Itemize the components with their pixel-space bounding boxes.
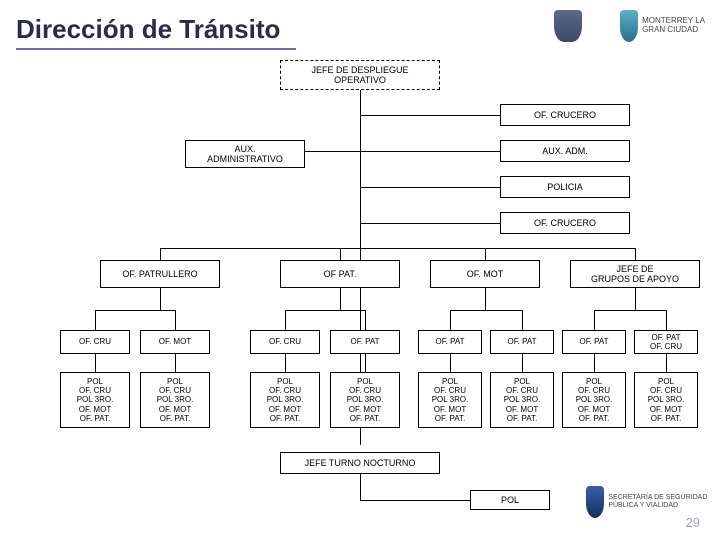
connector-line xyxy=(360,187,500,188)
connector-line xyxy=(340,288,341,310)
logo-seguridad-publica: SECRETARÍA DE SEGURIDAD PÚBLICA Y VIALID… xyxy=(586,486,720,518)
org-node-r1c7: OF. PAT xyxy=(562,330,626,354)
connector-line xyxy=(450,310,522,311)
mountain-icon xyxy=(620,10,638,42)
logo-monterrey: MONTERREY LA GRAN CIUDAD xyxy=(620,10,720,42)
connector-line xyxy=(160,248,635,249)
connector-line xyxy=(285,354,286,372)
org-node-r1c6: OF. PAT xyxy=(490,330,554,354)
connector-line xyxy=(360,115,500,116)
connector-line xyxy=(635,248,636,260)
connector-line xyxy=(666,354,667,372)
org-node-aux-admin: AUX. ADMINISTRATIVO xyxy=(185,140,305,168)
org-node-of-crucero-2: OF. CRUCERO xyxy=(500,212,630,234)
connector-line xyxy=(285,310,286,330)
connector-line xyxy=(522,354,523,372)
connector-line xyxy=(594,310,666,311)
org-node-policia: POLICIA xyxy=(500,176,630,198)
org-node-aux-adm: AUX. ADM. xyxy=(500,140,630,162)
org-node-jefe-despliegue: JEFE DE DESPLIEGUE OPERATIVO xyxy=(280,60,440,90)
logo-gobierno-municipal xyxy=(554,10,586,42)
connector-line xyxy=(340,248,341,260)
connector-line xyxy=(360,500,470,501)
org-node-jefe-nocturno: JEFE TURNO NOCTURNO xyxy=(280,452,440,474)
org-node-r2c1: POL OF. CRU POL 3RO. OF. MOT OF. PAT. xyxy=(60,372,130,428)
connector-line xyxy=(365,310,366,330)
connector-line xyxy=(360,474,361,500)
shield-icon xyxy=(554,10,582,42)
connector-line xyxy=(95,310,175,311)
connector-line xyxy=(522,310,523,330)
connector-line xyxy=(485,288,486,310)
shield-icon xyxy=(586,486,604,518)
connector-line xyxy=(666,310,667,330)
org-node-r1c1: OF. CRU xyxy=(60,330,130,354)
connector-line xyxy=(450,310,451,330)
org-node-r2c4: POL OF. CRU POL 3RO. OF. MOT OF. PAT. xyxy=(330,372,400,428)
org-node-r2c2: POL OF. CRU POL 3RO. OF. MOT OF. PAT. xyxy=(140,372,210,428)
org-node-r2c5: POL OF. CRU POL 3RO. OF. MOT OF. PAT. xyxy=(418,372,482,428)
org-node-r1c3: OF. CRU xyxy=(250,330,320,354)
org-node-r1c5: OF. PAT xyxy=(418,330,482,354)
connector-line xyxy=(160,248,161,260)
org-node-r2c3: POL OF. CRU POL 3RO. OF. MOT OF. PAT. xyxy=(250,372,320,428)
connector-line xyxy=(485,248,486,260)
org-node-r1c8: OF. PAT OF. CRU xyxy=(634,330,698,354)
connector-line xyxy=(285,310,365,311)
org-node-r2c8: POL OF. CRU POL 3RO. OF. MOT OF. PAT. xyxy=(634,372,698,428)
connector-line xyxy=(594,310,595,330)
connector-line xyxy=(635,288,636,310)
connector-line xyxy=(95,310,96,330)
logo-seguridad-label: SECRETARÍA DE SEGURIDAD PÚBLICA Y VIALID… xyxy=(608,494,720,509)
connector-line xyxy=(360,223,500,224)
title-underline xyxy=(16,48,296,50)
org-node-of-pat-mid: OF PAT. xyxy=(280,260,400,288)
page-number: 29 xyxy=(686,515,700,530)
org-node-r2c6: POL OF. CRU POL 3RO. OF. MOT OF. PAT. xyxy=(490,372,554,428)
org-node-r1c4: OF. PAT xyxy=(330,330,400,354)
org-node-of-patrullero: OF. PATRULLERO xyxy=(100,260,220,288)
org-node-r2c7: POL OF. CRU POL 3RO. OF. MOT OF. PAT. xyxy=(562,372,626,428)
connector-line xyxy=(175,310,176,330)
connector-line xyxy=(175,354,176,372)
connector-line xyxy=(365,354,366,372)
connector-line xyxy=(95,354,96,372)
org-node-pol-bottom: POL xyxy=(470,490,550,510)
org-node-r1c2: OF. MOT xyxy=(140,330,210,354)
org-node-of-crucero-1: OF. CRUCERO xyxy=(500,104,630,126)
logo-monterrey-label: MONTERREY LA GRAN CIUDAD xyxy=(642,17,720,35)
connector-line xyxy=(450,354,451,372)
org-node-of-mot-mid: OF. MOT xyxy=(430,260,540,288)
page-title: Dirección de Tránsito xyxy=(16,14,280,45)
connector-line xyxy=(160,288,161,310)
org-node-jefe-apoyo: JEFE DE GRUPOS DE APOYO xyxy=(570,260,700,288)
connector-line xyxy=(594,354,595,372)
